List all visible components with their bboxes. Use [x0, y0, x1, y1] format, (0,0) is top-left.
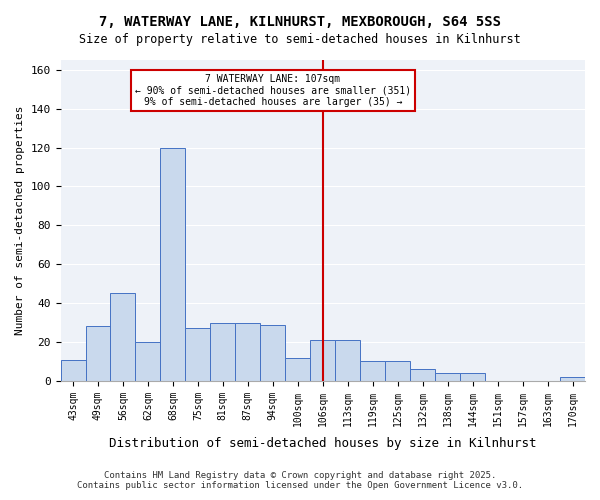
Bar	[211, 322, 235, 381]
Bar	[410, 369, 435, 381]
Bar	[185, 328, 211, 381]
Bar	[136, 342, 160, 381]
Bar	[360, 362, 385, 381]
Bar	[460, 373, 485, 381]
Text: Size of property relative to semi-detached houses in Kilnhurst: Size of property relative to semi-detach…	[79, 32, 521, 46]
Bar	[61, 360, 86, 381]
Bar	[86, 326, 110, 381]
Text: Contains HM Land Registry data © Crown copyright and database right 2025.
Contai: Contains HM Land Registry data © Crown c…	[77, 470, 523, 490]
Bar	[160, 148, 185, 381]
Bar	[335, 340, 360, 381]
Bar	[110, 294, 136, 381]
Bar	[560, 377, 585, 381]
Y-axis label: Number of semi-detached properties: Number of semi-detached properties	[15, 106, 25, 335]
Bar	[435, 373, 460, 381]
Bar	[235, 322, 260, 381]
Bar	[385, 362, 410, 381]
Text: 7 WATERWAY LANE: 107sqm
← 90% of semi-detached houses are smaller (351)
9% of se: 7 WATERWAY LANE: 107sqm ← 90% of semi-de…	[135, 74, 411, 107]
Bar	[260, 324, 286, 381]
Bar	[310, 340, 335, 381]
X-axis label: Distribution of semi-detached houses by size in Kilnhurst: Distribution of semi-detached houses by …	[109, 437, 536, 450]
Text: 7, WATERWAY LANE, KILNHURST, MEXBOROUGH, S64 5SS: 7, WATERWAY LANE, KILNHURST, MEXBOROUGH,…	[99, 15, 501, 29]
Bar	[286, 358, 310, 381]
